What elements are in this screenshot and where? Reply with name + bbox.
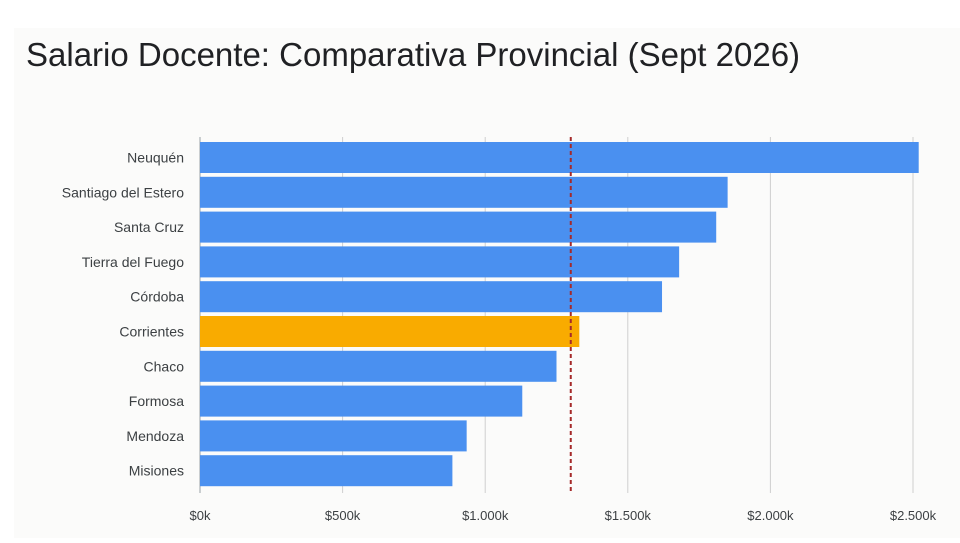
- bars: [200, 142, 919, 487]
- x-tick-label: $1.000k: [462, 508, 509, 523]
- bar: [200, 176, 728, 208]
- category-label: Córdoba: [130, 289, 184, 305]
- category-labels: Neuquén Santiago del Estero Santa Cruz Tier…: [62, 150, 184, 479]
- bar: [200, 281, 663, 313]
- category-label: Mendoza: [126, 428, 184, 444]
- x-tick-label: $500k: [325, 508, 361, 523]
- category-label: Santiago del Estero: [62, 184, 184, 200]
- category-label: Corrientes: [119, 324, 184, 340]
- bar: [200, 385, 523, 417]
- bar: [200, 211, 717, 243]
- bar: [200, 246, 680, 278]
- chart-title: Salario Docente: Comparativa Provincial …: [26, 36, 801, 73]
- bar: [200, 142, 919, 173]
- bar: [200, 455, 453, 487]
- x-tick-label: $0k: [190, 508, 211, 523]
- category-label: Santa Cruz: [114, 219, 184, 235]
- category-label: Formosa: [129, 393, 184, 409]
- bar: [200, 350, 557, 382]
- category-label: Tierra del Fuego: [82, 254, 184, 270]
- category-label: Misiones: [129, 463, 184, 479]
- category-label: Chaco: [144, 358, 185, 374]
- bar-highlighted: [200, 316, 580, 347]
- x-tick-label: $2.500k: [890, 508, 937, 523]
- x-tick-label: $1.500k: [605, 508, 652, 523]
- category-label: Neuquén: [127, 150, 184, 166]
- bar: [200, 420, 467, 452]
- x-axis-ticks: $0k $500k $1.000k $1.500k $2.000k $2.500k: [190, 508, 937, 523]
- x-tick-label: $2.000k: [747, 508, 794, 523]
